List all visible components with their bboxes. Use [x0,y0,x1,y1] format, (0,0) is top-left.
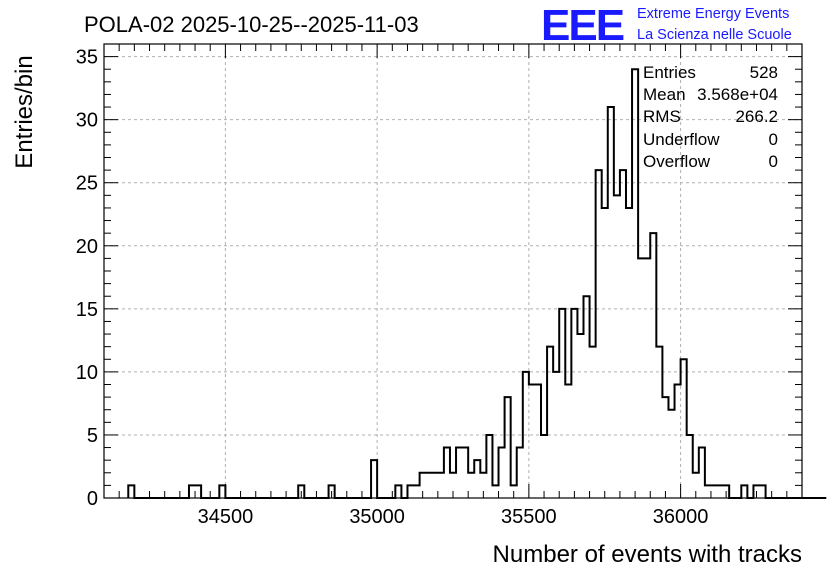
stats-underflow-label: Underflow [643,130,720,149]
x-tick-label: 35500 [501,506,557,528]
histogram-bin [474,460,480,498]
y-tick-label: 5 [87,425,98,447]
histogram-bin [499,448,505,498]
histogram-bin [583,296,589,498]
histogram-bin [614,195,620,498]
histogram-bin [644,258,650,498]
histogram-bin [189,485,195,498]
histogram-bin [523,372,529,498]
histogram-bin [577,334,583,498]
histogram-bin [456,448,462,498]
histogram-bin [662,397,668,498]
stats-entries-value: 528 [750,63,778,82]
stats-rms-label: RMS [643,107,681,126]
histogram-bin [547,347,553,498]
histogram-bin [596,170,602,498]
histogram-bin [656,347,662,498]
plot-frame [103,43,803,499]
eee-logo-line1: Extreme Energy Events [637,6,789,22]
y-tick-label: 35 [76,47,98,69]
histogram-bin [711,485,717,498]
histogram-bin [626,208,632,498]
histogram-bin [541,435,547,498]
histogram-outline [127,68,827,499]
histogram-bin [650,233,656,498]
stats-underflow-value: 0 [769,130,778,149]
stats-overflow-label: Overflow [643,152,711,171]
histogram-bin [426,473,432,498]
y-tick-label: 0 [87,488,98,510]
histogram-bin [632,69,638,498]
histogram-bin [687,435,693,498]
y-tick-label: 20 [76,236,98,258]
histogram-bin [195,485,201,498]
histogram-bin [517,448,523,498]
x-tick-label: 36000 [653,506,709,528]
histogram-bin [668,410,674,498]
axes: 34500 35000 35500 36000 0 5 10 15 20 25 30 35 [76,43,803,528]
stats-entries-label: Entries [643,63,696,82]
y-tick-label: 25 [76,173,98,195]
histogram-bin [432,473,438,498]
histogram-bin [486,435,492,498]
histogram-bin [438,473,444,498]
histogram-bin [571,309,577,498]
y-axis-label: Entries/bin [11,55,38,168]
histogram-bin [414,485,420,498]
stats-box: Entries 528 Mean 3.568e+04 RMS 266.2 Und… [643,63,778,171]
stats-overflow-value: 0 [769,152,778,171]
histogram-bin [505,397,511,498]
eee-logo-line2: La Scienza nelle Scuole [637,27,792,43]
histogram-bin [407,485,413,498]
histogram-bin [128,485,134,498]
histogram-bin [699,448,705,498]
histogram-bin [492,485,498,498]
histogram-bin [638,258,644,498]
x-tick-label: 35000 [349,506,405,528]
x-tick-label: 34500 [198,506,254,528]
histogram-bin [760,485,766,498]
histogram-bin [602,208,608,498]
histogram-bin [608,107,614,498]
histogram-bin [620,170,626,498]
histogram-series [127,68,827,499]
histogram-bin [705,485,711,498]
stats-mean-label: Mean [643,85,686,104]
stats-mean-value: 3.568e+04 [697,85,778,104]
chart-title: POLA-02 2025-10-25--2025-11-03 [84,12,419,37]
histogram-bin [371,460,377,498]
histogram-bin [395,485,401,498]
histogram-bin [559,309,565,498]
histogram-bin [565,385,571,499]
histogram-bin [553,372,559,498]
histogram-bin [535,385,541,499]
x-axis-label: Number of events with tracks [493,541,802,568]
eee-logo-mark: EEE [541,1,624,50]
y-tick-label: 15 [76,299,98,321]
histogram-bin [590,347,596,498]
histogram-bin [717,485,723,498]
histogram-bin [462,448,468,498]
histogram-bin [681,359,687,498]
eee-logo: EEE Extreme Energy Events La Scienza nel… [541,1,792,50]
y-tick-label: 30 [76,110,98,132]
histogram-bin [468,473,474,498]
y-tick-label: 10 [76,362,98,384]
stats-rms-value: 266.2 [735,107,778,126]
histogram-bin [675,385,681,499]
histogram-bin [741,485,747,498]
histogram-bin [219,485,225,498]
histogram-bin [444,448,450,498]
histogram-bin [529,385,535,499]
grid [104,44,802,498]
